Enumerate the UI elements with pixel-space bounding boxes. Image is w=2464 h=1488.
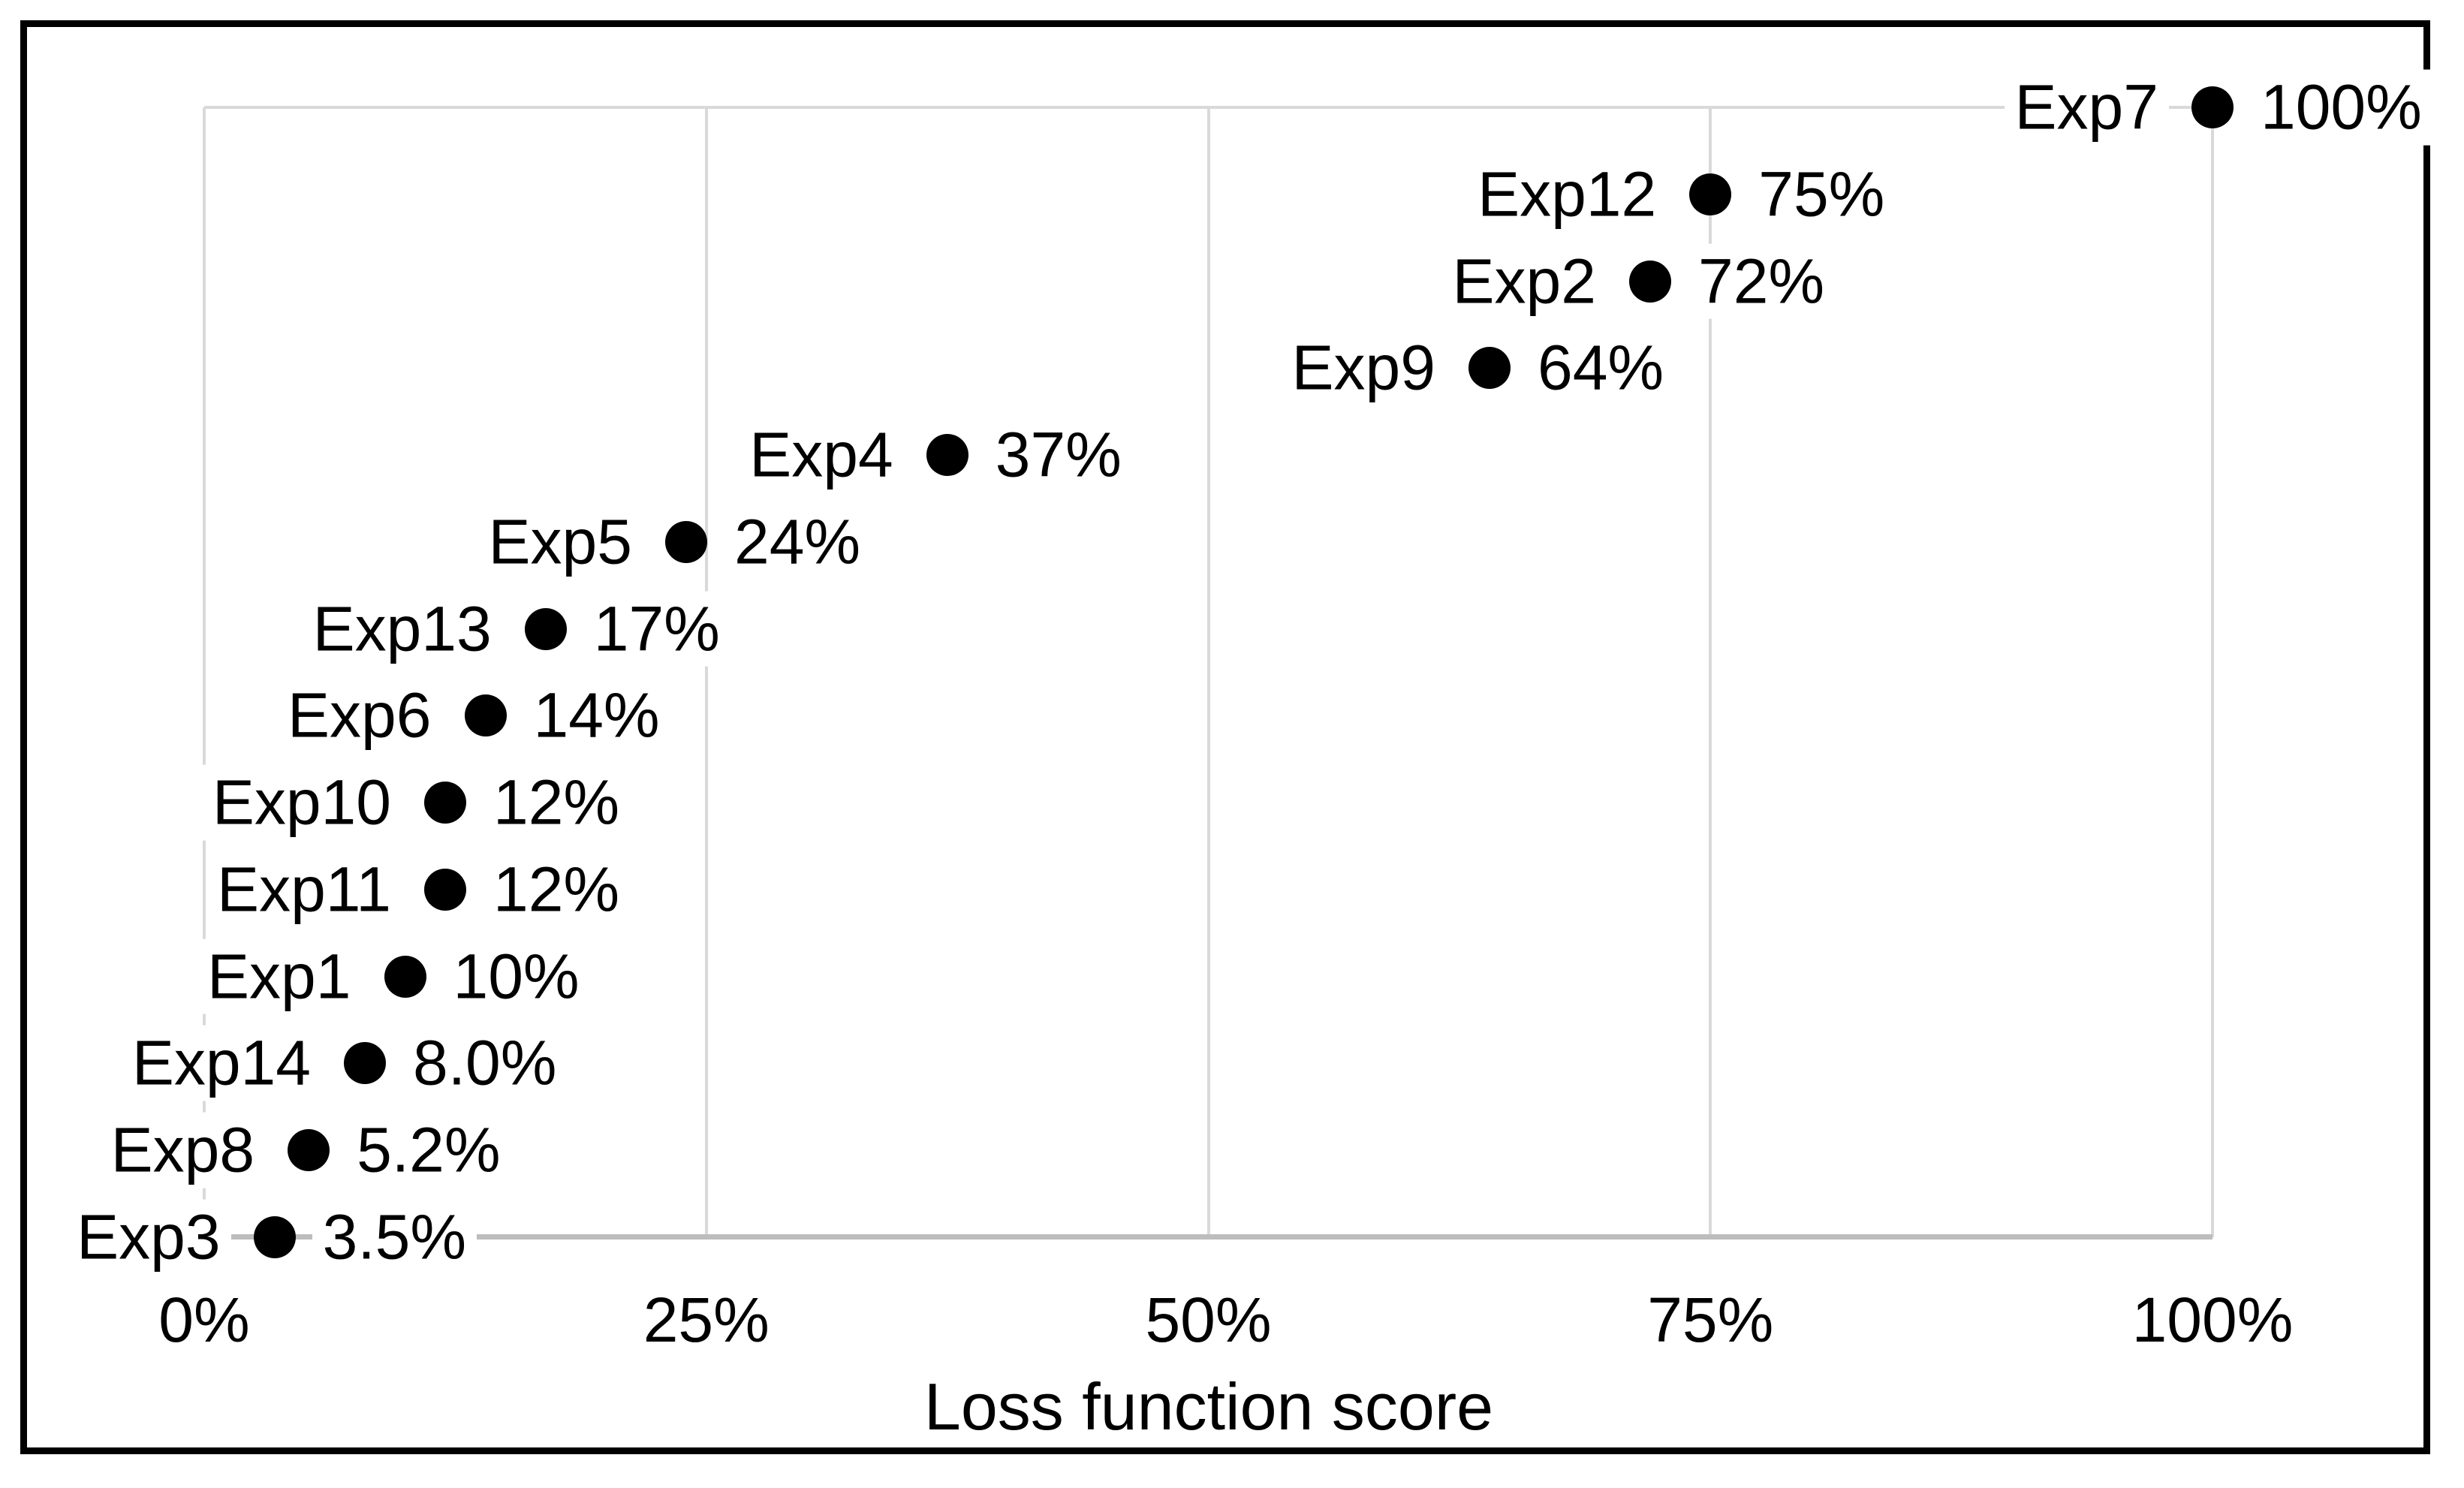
point-label: Exp1 [197, 938, 362, 1015]
point-value-label: 75% [1748, 156, 1896, 233]
x-axis-tick-label: 50% [1145, 1285, 1272, 1355]
data-point-marker [464, 694, 507, 737]
point-value-label: 100% [2250, 69, 2432, 146]
x-axis-tick-label: 25% [643, 1285, 770, 1355]
point-label: Exp8 [100, 1112, 266, 1188]
point-label: Exp10 [201, 764, 402, 841]
point-label: Exp7 [2004, 69, 2169, 146]
point-value-label: 8.0% [402, 1026, 568, 1101]
point-label: Exp12 [1467, 156, 1667, 233]
vertical-gridline [704, 107, 708, 1237]
point-label: Exp4 [739, 417, 904, 493]
point-label: Exp13 [302, 591, 502, 667]
plot-area [203, 106, 2214, 1239]
point-label: Exp6 [277, 677, 442, 754]
point-label: Exp11 [206, 851, 402, 928]
x-axis-tick-label: 0% [158, 1285, 250, 1355]
vertical-gridline [203, 107, 206, 1237]
point-value-label: 64% [1527, 330, 1675, 406]
point-label: Exp3 [66, 1199, 231, 1276]
data-point-marker [524, 607, 567, 650]
vertical-gridline [1206, 107, 1210, 1237]
point-label: Exp5 [477, 504, 643, 580]
data-point-marker [288, 1129, 330, 1172]
data-point-marker [344, 1042, 386, 1085]
data-point-marker [2191, 86, 2234, 128]
point-value-label: 12% [483, 851, 631, 928]
point-value-label: 37% [984, 417, 1132, 493]
point-value-label: 5.2% [346, 1112, 511, 1188]
data-point-marker [424, 782, 466, 824]
data-point-marker [384, 955, 426, 998]
data-point-marker [926, 434, 968, 477]
point-label: Exp9 [1281, 330, 1446, 406]
data-point-marker [1629, 260, 1671, 303]
point-value-label: 12% [483, 764, 631, 841]
point-value-label: 17% [583, 591, 730, 667]
point-value-label: 3.5% [312, 1199, 477, 1276]
point-value-label: 72% [1688, 243, 1836, 319]
point-label: Exp14 [121, 1026, 321, 1101]
data-point-marker [665, 520, 707, 563]
point-value-label: 24% [724, 504, 872, 580]
x-axis-title: Loss function score [923, 1369, 1494, 1444]
data-point-marker [1468, 347, 1511, 390]
data-point-marker [1689, 173, 1732, 215]
x-axis-tick-label: 75% [1647, 1285, 1774, 1355]
data-point-marker [424, 868, 466, 911]
vertical-gridline [1709, 107, 1712, 1237]
point-label: Exp2 [1441, 243, 1607, 319]
point-value-label: 10% [442, 938, 590, 1015]
data-point-marker [253, 1216, 296, 1258]
x-axis-tick-label: 100% [2131, 1285, 2294, 1355]
vertical-gridline [2211, 107, 2214, 1237]
x-axis-line [204, 1234, 2212, 1239]
point-value-label: 14% [523, 677, 670, 754]
